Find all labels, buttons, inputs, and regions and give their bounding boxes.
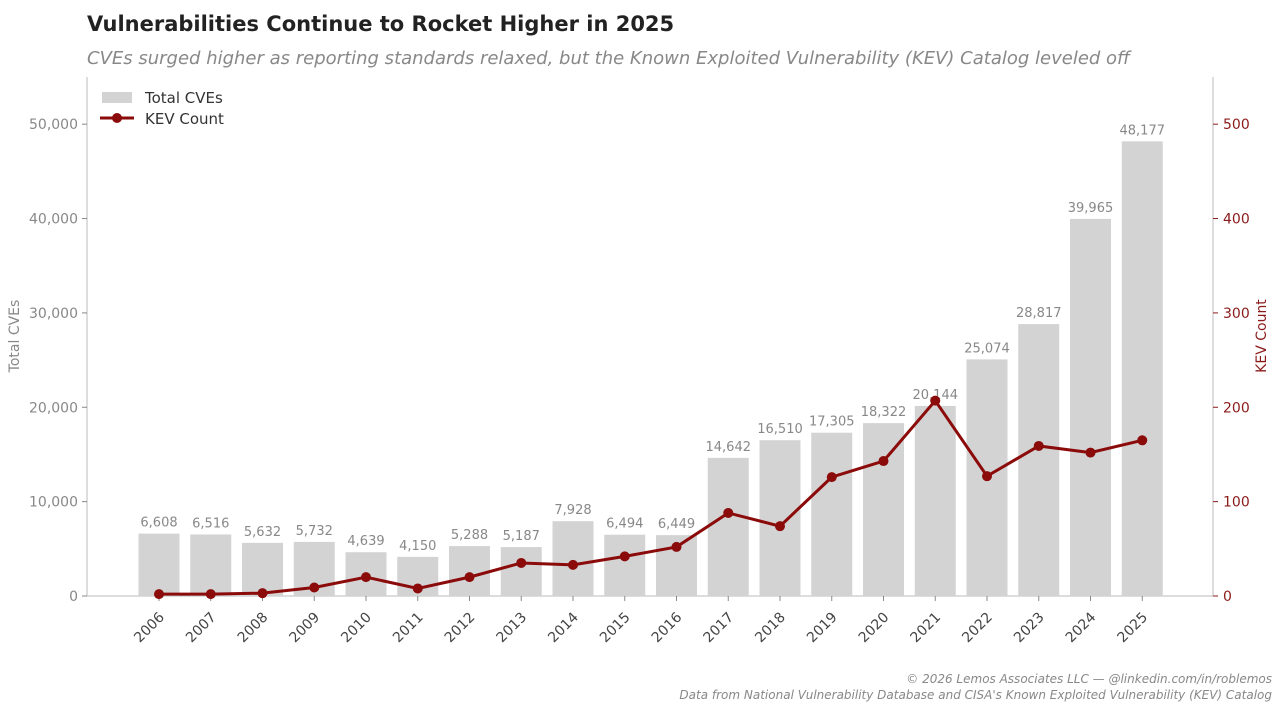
y2-tick-label: 200 — [1223, 400, 1250, 416]
bar-2017 — [707, 457, 749, 596]
kev-point-2008 — [257, 588, 268, 599]
kev-point-2016 — [671, 541, 682, 552]
chart-title: Vulnerabilities Continue to Rocket Highe… — [87, 12, 675, 36]
source-text: Data from National Vulnerability Databas… — [679, 688, 1272, 702]
bar-2020 — [863, 423, 904, 596]
bar-data-label: 6,608 — [140, 516, 177, 531]
x-tick-label: 2021 — [908, 610, 945, 647]
x-tick-label: 2014 — [545, 609, 582, 646]
bar-2014 — [552, 521, 594, 596]
bar-data-label: 6,494 — [606, 517, 643, 532]
kev-point-2007 — [205, 589, 216, 600]
x-tick-label: 2018 — [752, 610, 789, 647]
y-tick-label: 20,000 — [29, 400, 78, 416]
bar-data-label: 25,074 — [964, 341, 1010, 356]
bar-data-label: 7,928 — [554, 503, 591, 518]
kev-point-2024 — [1085, 447, 1096, 458]
y2-axis-label: KEV Count — [1254, 299, 1270, 373]
legend-label-kev-count: KEV Count — [145, 110, 224, 128]
bar-2018 — [759, 440, 801, 596]
bar-2013 — [500, 547, 542, 596]
kev-point-2025 — [1137, 435, 1148, 446]
y-tick-label: 10,000 — [29, 495, 78, 511]
x-tick-label: 2022 — [959, 610, 996, 647]
x-tick-label: 2007 — [183, 610, 220, 647]
y2-tick-label: 500 — [1223, 117, 1250, 133]
kev-point-2010 — [361, 572, 371, 583]
legend-swatch-total-cves — [102, 92, 132, 103]
bar-data-label: 20,144 — [913, 388, 959, 403]
bar-2007 — [190, 534, 232, 596]
bar-data-label: 4,150 — [399, 539, 436, 554]
bar-data-label: 6,449 — [658, 517, 695, 532]
kev-point-2013 — [516, 557, 527, 568]
bar-data-label: 39,965 — [1068, 201, 1114, 216]
legend-label-total-cves: Total CVEs — [144, 89, 223, 107]
bar-data-label: 6,516 — [192, 517, 229, 532]
y2-tick-label: 100 — [1223, 495, 1250, 511]
kev-point-2014 — [568, 559, 578, 570]
y-axis-label: Total CVEs — [7, 300, 23, 374]
kev-point-2011 — [412, 583, 423, 594]
x-tick-label: 2024 — [1063, 609, 1100, 646]
bar-2021 — [914, 405, 956, 596]
bar-2015 — [604, 534, 646, 596]
bar-data-label: 5,732 — [296, 524, 333, 539]
kev-point-2006 — [154, 589, 164, 600]
bar-data-label: 5,187 — [503, 529, 540, 544]
kev-point-2018 — [775, 521, 785, 532]
y-tick-label: 40,000 — [29, 212, 78, 228]
x-tick-label: 2009 — [287, 610, 324, 647]
bar-data-label: 48,177 — [1120, 123, 1166, 138]
bar-data-label: 17,305 — [809, 415, 855, 430]
bar-2025 — [1121, 141, 1163, 596]
kev-point-2022 — [982, 471, 992, 482]
y2-tick-label: 400 — [1223, 212, 1250, 228]
x-tick-label: 2025 — [1115, 610, 1152, 647]
kev-point-2012 — [464, 572, 475, 583]
bar-2023 — [1018, 324, 1060, 596]
x-tick-label: 2016 — [649, 609, 686, 646]
x-tick-label: 2020 — [856, 610, 893, 647]
x-tick-label: 2013 — [494, 610, 531, 647]
kev-point-2023 — [1033, 440, 1044, 451]
y2-tick-label: 300 — [1223, 306, 1250, 322]
credit-text: © 2026 Lemos Associates LLC — @linkedin.… — [906, 672, 1272, 686]
kev-point-2017 — [723, 507, 734, 518]
bar-data-label: 28,817 — [1016, 306, 1062, 321]
x-tick-label: 2011 — [390, 610, 427, 647]
bar-data-label: 18,322 — [861, 405, 907, 420]
x-tick-label: 2006 — [131, 609, 168, 646]
kev-point-2009 — [309, 582, 320, 593]
x-tick-label: 2015 — [597, 610, 634, 647]
bar-data-label: 5,288 — [451, 528, 488, 543]
bar-2019 — [811, 432, 853, 596]
x-tick-label: 2019 — [804, 610, 841, 647]
bar-data-label: 5,632 — [244, 525, 281, 540]
bar-data-label: 14,642 — [706, 440, 752, 455]
bar-data-label: 16,510 — [757, 422, 803, 437]
bar-2006 — [138, 533, 180, 596]
bar-2008 — [242, 542, 283, 596]
x-tick-label: 2017 — [701, 610, 738, 647]
x-tick-label: 2012 — [442, 610, 479, 647]
bar-data-label: 4,639 — [347, 534, 384, 549]
x-tick-label: 2023 — [1011, 610, 1048, 647]
y-tick-label: 50,000 — [29, 117, 78, 133]
y-tick-label: 0 — [69, 589, 78, 605]
chart-subtitle: CVEs surged higher as reporting standard… — [87, 48, 1131, 69]
kev-point-2020 — [878, 456, 889, 467]
kev-point-2021 — [930, 395, 941, 406]
bar-2012 — [449, 546, 490, 596]
bar-2024 — [1070, 218, 1111, 596]
legend-swatch-kev-marker — [112, 113, 122, 123]
kev-point-2015 — [619, 551, 630, 562]
x-tick-label: 2010 — [338, 610, 375, 647]
x-tick-label: 2008 — [235, 610, 272, 647]
y2-tick-label: 0 — [1223, 589, 1232, 605]
kev-line — [159, 398, 1143, 596]
kev-point-2019 — [826, 472, 837, 483]
y-tick-label: 30,000 — [29, 306, 78, 322]
